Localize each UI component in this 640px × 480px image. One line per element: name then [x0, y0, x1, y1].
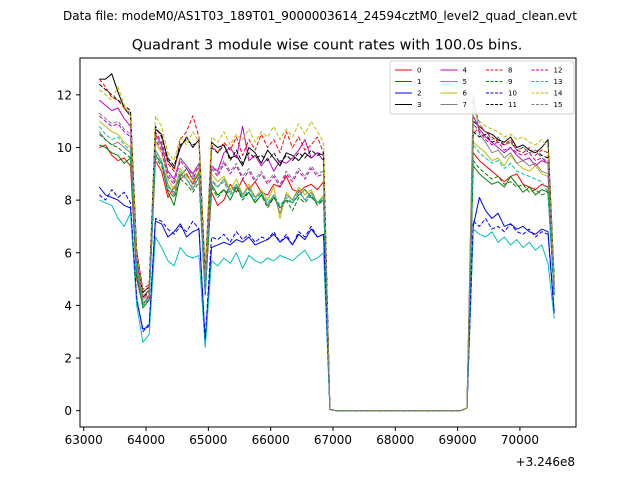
y-tick-label: 2: [64, 352, 72, 366]
series-line-9: [98, 133, 555, 412]
plot-area: [98, 73, 555, 412]
legend-label-10: 10: [508, 90, 517, 98]
x-tick-label: 70000: [501, 433, 539, 447]
series-line-5: [99, 199, 555, 412]
y-tick-label: 10: [57, 141, 72, 155]
series-line-3: [99, 73, 555, 412]
chart-title: Quadrant 3 module wise count rates with …: [132, 38, 523, 54]
legend-label-4: 4: [463, 67, 468, 75]
series-line-10: [98, 189, 555, 412]
legend-label-13: 13: [554, 78, 563, 86]
legend-label-1: 1: [417, 78, 421, 86]
legend-label-3: 3: [417, 101, 421, 109]
series-line-14: [98, 86, 555, 412]
x-axis-offset: +3.246e8: [516, 455, 575, 469]
legend-label-12: 12: [554, 67, 563, 75]
x-tick-label: 68000: [376, 433, 414, 447]
legend-frame: [389, 60, 575, 115]
axes: 63000 64000 65000 66000 67000 68000 69000 70000…: [57, 57, 577, 447]
legend-label-2: 2: [417, 90, 421, 98]
y-tick-label: 12: [57, 88, 72, 102]
y-tick-label: 6: [64, 246, 72, 260]
x-tick-label: 67000: [314, 433, 352, 447]
y-tick-label: 0: [64, 404, 72, 418]
chart-suptitle: Data file: modeM0/AS1T03_189T01_90000036…: [63, 9, 577, 23]
series-line-8: [98, 78, 555, 412]
series-line-7: [98, 94, 555, 412]
y-tick-label: 4: [64, 299, 72, 313]
legend-label-8: 8: [508, 67, 512, 75]
y-tick-label: 8: [64, 194, 72, 208]
legend-label-9: 9: [508, 78, 512, 86]
x-tick-label: 64000: [127, 433, 165, 447]
x-tick-label: 65000: [189, 433, 227, 447]
x-tick-label: 63000: [65, 433, 103, 447]
legend-label-7: 7: [463, 101, 467, 109]
legend-label-15: 15: [554, 101, 563, 109]
x-tick-label: 69000: [439, 433, 477, 447]
legend-label-5: 5: [463, 78, 467, 86]
series-line-4: [98, 99, 555, 412]
legend-label-11: 11: [508, 101, 517, 109]
series-line-11: [98, 83, 555, 412]
legend-label-0: 0: [417, 67, 421, 75]
plot-frame: [79, 57, 577, 428]
x-tick-label: 66000: [252, 433, 290, 447]
series-line-15: [98, 99, 555, 412]
legend-label-6: 6: [463, 90, 468, 98]
series-line-13: [98, 126, 555, 412]
legend-label-14: 14: [554, 90, 563, 98]
series-line-12: [98, 115, 555, 412]
